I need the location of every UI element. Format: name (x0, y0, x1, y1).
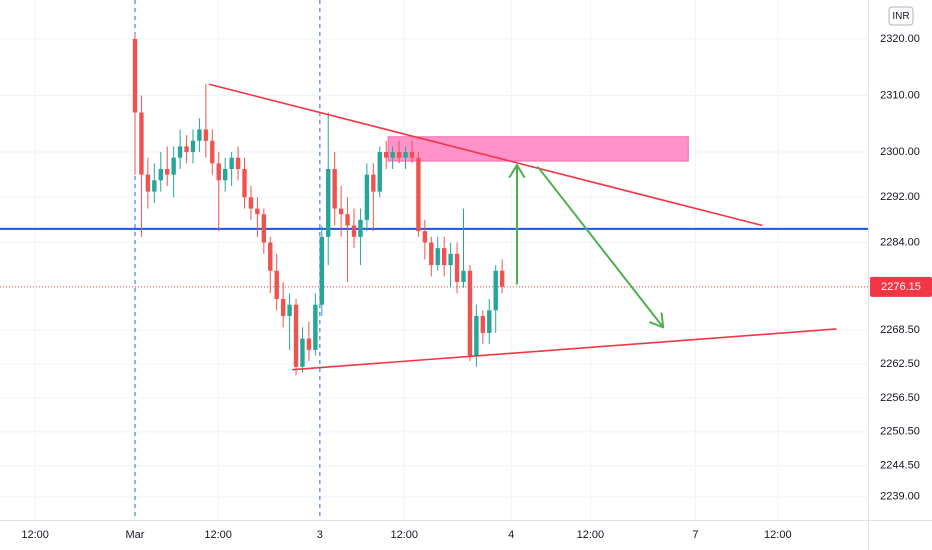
candle-body (145, 174, 151, 192)
x-tick-label: 12:00 (764, 529, 792, 541)
candle-body (229, 157, 234, 169)
candle-body (429, 242, 434, 266)
arrow (537, 166, 665, 329)
candle-body (364, 174, 370, 220)
candle-body (242, 169, 247, 198)
candle-body (371, 174, 376, 192)
candle-body (203, 129, 209, 141)
y-tick-label: 2310.00 (880, 89, 920, 101)
candle-body (461, 270, 466, 283)
candle-body (248, 197, 254, 209)
candle-body (235, 157, 241, 169)
candle-body (158, 169, 163, 181)
y-tick-label: 2262.50 (880, 358, 920, 370)
candle-body (441, 248, 447, 266)
candle-body (384, 152, 389, 158)
candle-body (326, 169, 331, 237)
candle-body (422, 231, 428, 243)
candle-body (454, 253, 460, 283)
candle-body (255, 208, 260, 215)
x-tick-label: 4 (508, 529, 514, 541)
candle-body (319, 236, 324, 305)
candle-body (165, 169, 170, 175)
y-tick-label: 2244.50 (880, 460, 920, 472)
candle-body (274, 270, 279, 299)
y-tick-label: 2292.00 (880, 191, 920, 203)
candle-body (210, 140, 215, 164)
candle-body (396, 152, 402, 158)
candle-body (306, 338, 312, 350)
x-tick-label: 12:00 (390, 529, 418, 541)
arrow (508, 164, 526, 285)
candle-body (467, 270, 473, 356)
candle-body (390, 152, 395, 158)
candle-body (448, 253, 453, 266)
y-tick-label: 2320.00 (880, 33, 920, 45)
candle-body (222, 169, 228, 181)
candle-body (293, 304, 299, 367)
trend-line (292, 328, 837, 371)
candle-body (216, 163, 221, 181)
x-tick-label: Mar (126, 529, 145, 541)
y-tick-label: 2256.50 (880, 392, 920, 404)
candle-body (499, 270, 505, 287)
candle-body (268, 242, 273, 271)
x-tick-label: 12:00 (21, 529, 49, 541)
candle-body (435, 248, 440, 266)
last-price-label: 2276.15 (881, 281, 921, 293)
currency-badge[interactable] (888, 6, 914, 26)
y-tick-label: 2300.00 (880, 146, 920, 158)
candle-body (300, 338, 305, 367)
candle-body (190, 140, 196, 153)
candle-body (132, 39, 138, 113)
candle-body (416, 157, 421, 232)
candle-body (313, 304, 318, 350)
candle-body (403, 152, 408, 158)
x-tick-label: 3 (317, 529, 323, 541)
y-tick-label: 2239.00 (880, 491, 920, 503)
last-price-badge (870, 276, 932, 297)
candle-body (338, 208, 344, 215)
candle-body (177, 146, 183, 158)
y-tick-label: 2284.00 (880, 236, 920, 248)
supply-zone (387, 136, 689, 162)
candle-body (184, 146, 189, 153)
candle-body (261, 214, 267, 243)
candle-body (171, 157, 176, 175)
trend-line (208, 83, 763, 227)
y-tick-label: 2250.50 (880, 426, 920, 438)
candle-body (474, 315, 479, 356)
candle-body (139, 112, 144, 175)
candle-body (287, 304, 292, 316)
candle-body (358, 219, 363, 237)
candle-body (487, 310, 492, 333)
candle-body (409, 152, 415, 158)
candle-body (332, 169, 337, 209)
candle-body (152, 180, 157, 192)
currency: INR (892, 11, 909, 22)
x-tick-label: 12:00 (204, 529, 232, 541)
candle-body (345, 214, 350, 226)
candle-body (280, 299, 286, 316)
x-tick-label: 12:00 (577, 529, 605, 541)
x-tick-label: 7 (692, 529, 698, 541)
candle-body (377, 152, 382, 192)
candle-body (351, 225, 357, 237)
y-tick-label: 2268.50 (880, 324, 920, 336)
candle-body (197, 129, 202, 141)
candle-body (493, 270, 498, 311)
candle-body (480, 315, 486, 333)
